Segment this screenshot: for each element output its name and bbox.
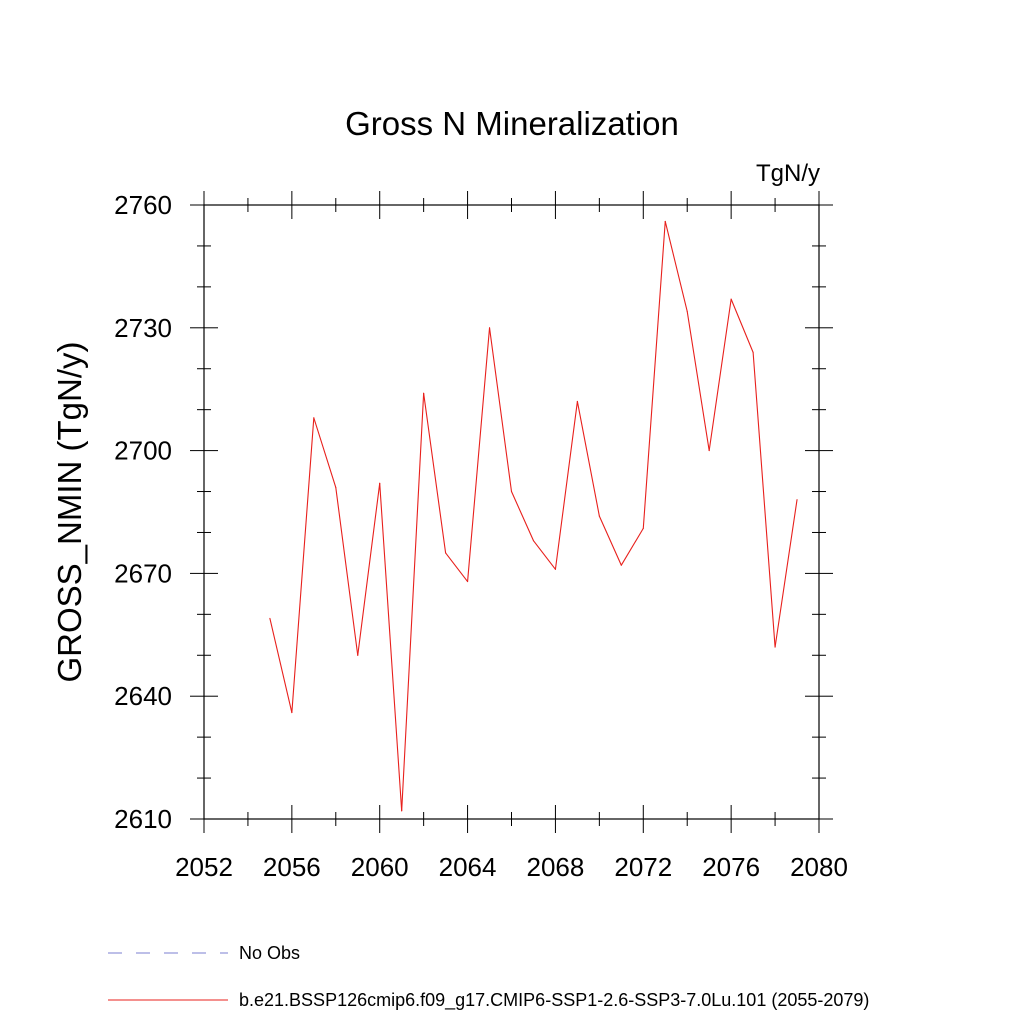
series-0-segment-2064-2065: [467, 327, 491, 583]
chart-title: Gross N Mineralization: [345, 105, 679, 142]
y-tick-label-2670: 2670: [114, 558, 172, 588]
series-0-segment-2078-2079: [774, 499, 798, 648]
series-0-segment-2069-2070: [576, 400, 600, 517]
series-0-segment-2058-2059: [335, 486, 359, 656]
series-0-segment-2070-2071: [598, 515, 622, 566]
series-0-segment-2059-2060: [357, 482, 381, 656]
y-axis-tick-labels: 2610 2640 2670 2700 2730 2760: [114, 190, 172, 834]
series-0-segment-2066-2067: [510, 490, 535, 542]
units-label: TgN/y: [756, 160, 820, 187]
series-0-segment-2067-2068: [532, 540, 556, 570]
x-tick-label-2072: 2072: [614, 852, 672, 882]
y-tick-label-2700: 2700: [114, 436, 172, 466]
series-0-segment-2065-2066: [488, 327, 513, 493]
series-0-segment-2063-2064: [445, 552, 469, 583]
series-0-segment-2056-2057: [291, 417, 315, 714]
legend: No Obs b.e21.BSSP126cmip6.f09_g17.CMIP6-…: [108, 943, 869, 1011]
series-0-segment-2077-2078: [752, 351, 776, 648]
x-axis-tick-labels: 2052 2056 2060 2064 2068 2072 2076 2080: [175, 852, 848, 882]
y-axis-label: GROSS_NMIN (TgN/y): [51, 341, 88, 682]
x-tick-label-2080: 2080: [790, 852, 848, 882]
x-tick-label-2068: 2068: [527, 852, 585, 882]
x-tick-label-2052: 2052: [175, 852, 233, 882]
series-0-segment-2075-2076: [708, 298, 732, 452]
plot-frame: [203, 204, 820, 820]
series-0-segment-2072-2073: [642, 220, 666, 529]
legend-label-model-run: b.e21.BSSP126cmip6.f09_g17.CMIP6-SSP1-2.…: [239, 990, 869, 1011]
y-tick-label-2610: 2610: [114, 804, 172, 834]
series-0-segment-2073-2074: [664, 220, 688, 312]
x-tick-label-2056: 2056: [263, 852, 321, 882]
series-0-segment-2061-2062: [401, 392, 425, 812]
series-0-segment-2076-2077: [730, 298, 754, 353]
series-layer: [269, 220, 798, 812]
series-0-segment-2057-2058: [313, 417, 337, 488]
x-tick-label-2076: 2076: [702, 852, 760, 882]
x-tick-label-2064: 2064: [439, 852, 497, 882]
legend-label-no-obs: No Obs: [239, 943, 300, 963]
y-tick-label-2730: 2730: [114, 313, 172, 343]
series-0-segment-2055-2056: [269, 617, 293, 714]
series-0-segment-2068-2069: [554, 400, 578, 570]
y-tick-label-2760: 2760: [114, 190, 172, 220]
series-0-segment-2074-2075: [686, 310, 710, 452]
x-tick-label-2060: 2060: [351, 852, 409, 882]
y-tick-label-2640: 2640: [114, 681, 172, 711]
x-axis-ticks: [203, 191, 820, 833]
y-axis-ticks: [190, 204, 833, 820]
series-0-segment-2060-2061: [379, 482, 403, 812]
series-0-segment-2062-2063: [423, 392, 447, 554]
series-0-segment-2071-2072: [620, 527, 644, 566]
